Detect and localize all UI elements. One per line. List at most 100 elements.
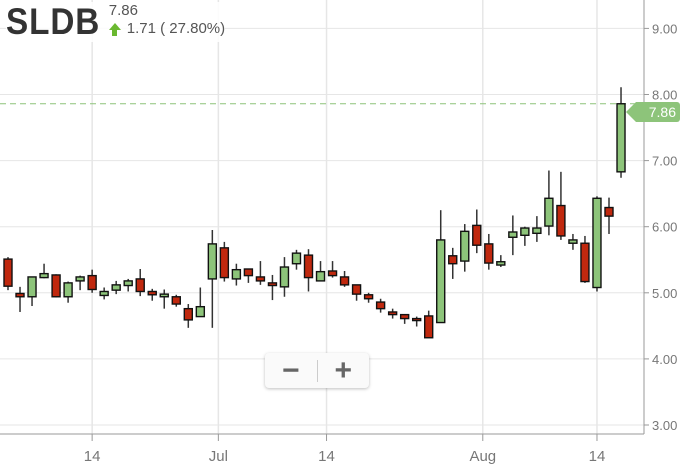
arrow-up-icon <box>108 22 121 36</box>
candle-up <box>568 233 578 250</box>
candle-up <box>315 261 326 282</box>
candle-down <box>556 171 566 240</box>
candle-body <box>171 296 181 305</box>
candle-down <box>3 257 13 291</box>
candle-down <box>267 274 278 301</box>
candle-body <box>363 294 374 300</box>
last-price-tag: 7.86 <box>626 102 680 122</box>
candle-down <box>147 288 157 301</box>
candle-up <box>532 216 542 242</box>
candle-down <box>472 209 482 254</box>
candle-body <box>99 290 109 297</box>
candle-down <box>171 294 181 307</box>
candle-up <box>592 196 602 292</box>
candles <box>3 87 626 339</box>
candle-body <box>484 243 494 264</box>
candle-body <box>436 239 446 324</box>
candle-body <box>75 276 85 282</box>
candle-up <box>291 249 302 270</box>
ticker-symbol: SLDB <box>6 1 101 42</box>
candle-up <box>75 275 85 291</box>
candle-body <box>51 274 61 298</box>
price-change-value: 1.71 ( 27.80%) <box>126 20 226 37</box>
y-tick-label: 8.00 <box>652 88 677 103</box>
candle-down <box>424 310 434 339</box>
candle-body <box>616 103 626 173</box>
candle-body <box>27 276 37 298</box>
zoom-out-button[interactable]: − <box>281 353 300 387</box>
candle-up <box>111 280 121 295</box>
y-tick-label: 7.00 <box>652 154 677 169</box>
candle-down <box>399 313 410 324</box>
candle-down <box>411 316 422 327</box>
x-tick-label: 14 <box>318 448 335 465</box>
zoom-in-button[interactable]: + <box>334 353 353 387</box>
candle-body <box>303 254 314 279</box>
candle-down <box>243 268 254 283</box>
candle-down <box>580 235 590 283</box>
candle-body <box>327 270 338 277</box>
candle-up <box>231 263 242 286</box>
candle-body <box>496 261 506 266</box>
candle-up <box>460 224 470 272</box>
candle-down <box>604 197 614 234</box>
candle-body <box>532 227 542 235</box>
candle-body <box>3 258 13 287</box>
candle-down <box>15 286 25 312</box>
candle-body <box>448 255 458 265</box>
candle-down <box>448 247 458 279</box>
x-tick-label: 14 <box>589 448 606 465</box>
candle-up <box>496 255 506 268</box>
candle-down <box>387 308 398 319</box>
candle-up <box>159 289 169 309</box>
candle-body <box>580 242 590 283</box>
candle-body <box>339 276 350 286</box>
candle-body <box>111 284 121 291</box>
candle-up <box>63 281 73 303</box>
candle-body <box>183 307 194 321</box>
y-tick-label: 9.00 <box>652 21 677 36</box>
candle-up <box>99 287 109 300</box>
candle-down <box>339 270 350 287</box>
candle-body <box>207 243 218 280</box>
candle-down <box>484 233 494 270</box>
x-tick-label: Jul <box>209 448 228 465</box>
candle-down <box>303 249 314 292</box>
y-tick-label: 5.00 <box>652 286 677 301</box>
candle-up <box>39 263 49 279</box>
candle-body <box>315 270 326 282</box>
candle-up <box>207 230 218 328</box>
candle-body <box>39 272 49 279</box>
candle-down <box>135 269 145 297</box>
y-tick-label: 4.00 <box>652 352 677 367</box>
candle-body <box>520 227 530 236</box>
candle-up <box>508 215 518 256</box>
candle-body <box>424 315 434 339</box>
candle-down <box>363 292 374 303</box>
candle-down <box>327 261 338 278</box>
quote-info: 7.86 1.71 ( 27.80%) <box>108 2 226 39</box>
candle-body <box>460 230 470 262</box>
candle-body <box>544 197 554 227</box>
candle-down <box>219 241 230 282</box>
candle-body <box>556 204 566 237</box>
candle-body <box>15 292 25 298</box>
candle-down <box>51 274 61 298</box>
y-tick-label: 6.00 <box>652 220 677 235</box>
candle-body <box>147 290 157 296</box>
zoom-controls: − + <box>265 353 369 388</box>
candle-up <box>123 278 133 292</box>
candle-down <box>255 261 266 285</box>
candle-body <box>604 206 614 217</box>
candle-body <box>231 268 242 280</box>
candle-body <box>159 293 169 298</box>
candle-body <box>375 301 386 310</box>
candle-up <box>520 226 530 246</box>
last-price: 7.86 <box>108 2 138 19</box>
price-change: 1.71 ( 27.80%) <box>108 19 226 39</box>
candle-body <box>243 268 254 277</box>
x-tick-label: 14 <box>84 448 101 465</box>
candle-body <box>195 305 206 318</box>
candle-down <box>351 284 362 301</box>
